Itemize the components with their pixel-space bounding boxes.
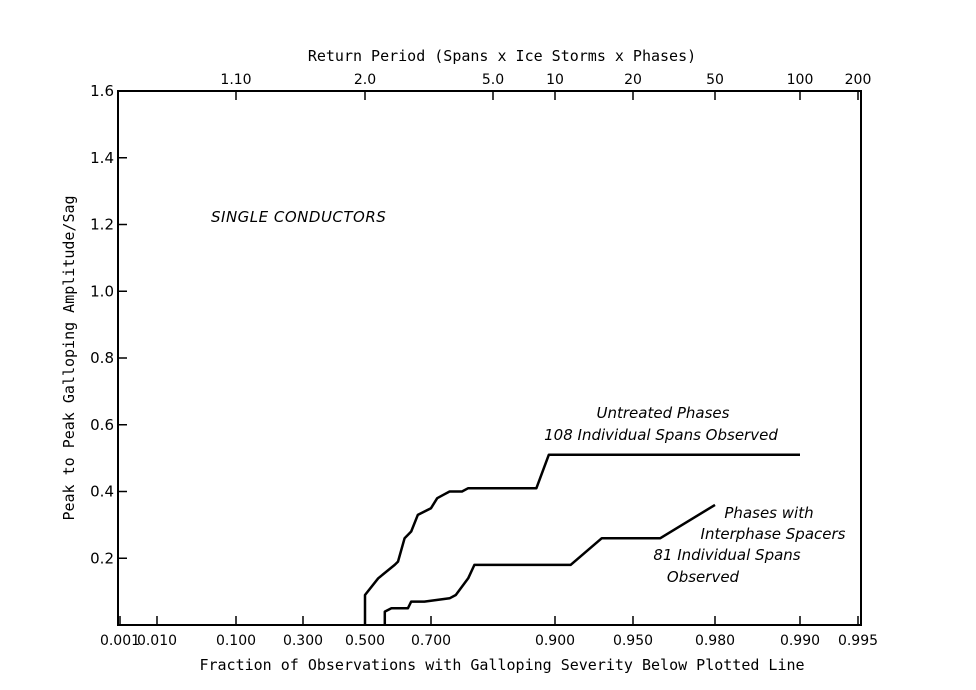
x-tick-label: 0.100 (216, 633, 256, 649)
top-tick-label: 2.0 (354, 72, 376, 88)
y-tick-label: 1.0 (90, 282, 114, 300)
y-tick-label: 0.4 (90, 483, 114, 501)
annotation-untreated-phases: Untreated Phases (597, 404, 730, 422)
plot-frame (117, 90, 862, 626)
top-tick-label: 20 (624, 72, 642, 88)
series-line-spacers (383, 503, 716, 625)
annotation-phases-with: Phases with (724, 504, 813, 522)
y-tick-label: 0.6 (90, 416, 114, 434)
x-axis-title: Fraction of Observations with Galloping … (199, 656, 804, 674)
y-tick-label: 1.2 (90, 216, 114, 234)
x-tick-label: 0.900 (535, 633, 575, 649)
x-tick-label: 0.990 (780, 633, 820, 649)
y-tick-label: 1.4 (90, 149, 114, 167)
y-tick-label: 0.8 (90, 349, 114, 367)
top-axis-ticks: 1.10 2.0 5.0 10 20 50 100 200 (220, 72, 871, 100)
x-tick-label: 0.500 (345, 633, 385, 649)
annotation-observed: Observed (667, 568, 740, 586)
top-tick-label: 200 (845, 72, 872, 88)
top-tick-label: 5.0 (482, 72, 504, 88)
x-tick-label: 0.995 (838, 633, 878, 649)
x-tick-label: 0.700 (411, 633, 451, 649)
annotation-interphase-spacers: Interphase Spacers (701, 525, 846, 543)
top-tick-label: 1.10 (220, 72, 251, 88)
top-tick-label: 10 (546, 72, 564, 88)
y-tick-label: 1.6 (90, 82, 114, 100)
annotation-single-conductors: SINGLE CONDUCTORS (211, 208, 386, 226)
annotation-untreated-spans: 108 Individual Spans Observed (544, 426, 778, 444)
y-tick-label: 0.2 (90, 549, 114, 567)
top-tick-label: 100 (787, 72, 814, 88)
x-tick-label: 0.001 (100, 633, 140, 649)
annotation-spacer-spans: 81 Individual Spans (653, 546, 800, 564)
top-axis-title: Return Period (Spans x Ice Storms x Phas… (308, 47, 696, 65)
y-axis-ticks: 0.2 0.4 0.6 0.8 1.0 1.2 1.4 1.6 (90, 82, 127, 567)
x-tick-label: 0.980 (695, 633, 735, 649)
top-tick-label: 50 (706, 72, 724, 88)
x-tick-label: 0.010 (137, 633, 177, 649)
series-lines (363, 453, 800, 625)
x-tick-label: 0.300 (283, 633, 323, 649)
series-line-untreated (363, 453, 800, 625)
y-axis-title: Peak to Peak Galloping Amplitude/Sag (60, 195, 78, 520)
x-tick-label: 0.950 (613, 633, 653, 649)
